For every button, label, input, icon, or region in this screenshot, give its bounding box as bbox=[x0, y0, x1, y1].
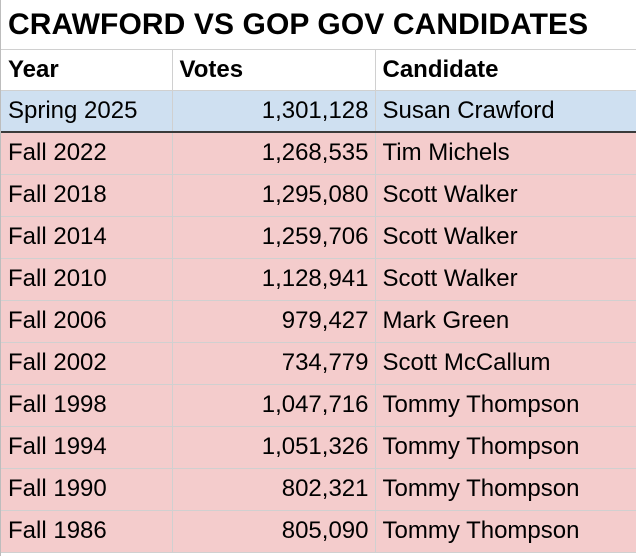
cell-year[interactable]: Fall 2018 bbox=[1, 174, 173, 217]
cell-candidate[interactable]: Tommy Thompson bbox=[375, 384, 636, 427]
cell-votes[interactable]: 1,128,941 bbox=[172, 258, 376, 301]
table-row: Fall 1998 1,047,716 Tommy Thompson bbox=[1, 384, 636, 427]
cell-year[interactable]: Fall 1986 bbox=[1, 510, 173, 553]
header-votes[interactable]: Votes bbox=[172, 50, 376, 91]
cell-votes[interactable]: 1,259,706 bbox=[172, 216, 376, 259]
cell-candidate[interactable]: Scott Walker bbox=[375, 174, 636, 217]
votes-table: Year Votes Candidate Spring 2025 1,301,1… bbox=[1, 50, 636, 553]
cell-year[interactable]: Fall 2006 bbox=[1, 300, 173, 343]
header-year[interactable]: Year bbox=[1, 50, 173, 91]
table-row: Fall 2010 1,128,941 Scott Walker bbox=[1, 258, 636, 301]
table-row: Fall 2018 1,295,080 Scott Walker bbox=[1, 174, 636, 217]
cell-year[interactable]: Fall 1998 bbox=[1, 384, 173, 427]
cell-candidate[interactable]: Tommy Thompson bbox=[375, 510, 636, 553]
table-row: Fall 1990 802,321 Tommy Thompson bbox=[1, 468, 636, 511]
cell-year[interactable]: Fall 2022 bbox=[1, 132, 173, 175]
cell-votes[interactable]: 1,051,326 bbox=[172, 426, 376, 469]
table-row: Fall 2006 979,427 Mark Green bbox=[1, 300, 636, 343]
sheet-title: CRAWFORD VS GOP GOV CANDIDATES bbox=[1, 0, 636, 50]
header-row: Year Votes Candidate bbox=[1, 50, 636, 91]
table-row: Spring 2025 1,301,128 Susan Crawford bbox=[1, 89, 636, 133]
cell-candidate[interactable]: Mark Green bbox=[375, 300, 636, 343]
cell-votes[interactable]: 1,301,128 bbox=[172, 89, 376, 133]
table-row: Fall 1986 805,090 Tommy Thompson bbox=[1, 510, 636, 553]
cell-year[interactable]: Fall 1994 bbox=[1, 426, 173, 469]
table-row: Fall 1994 1,051,326 Tommy Thompson bbox=[1, 426, 636, 469]
cell-year[interactable]: Fall 2014 bbox=[1, 216, 173, 259]
cell-votes[interactable]: 1,268,535 bbox=[172, 132, 376, 175]
table-row: Fall 2002 734,779 Scott McCallum bbox=[1, 342, 636, 385]
cell-candidate[interactable]: Scott Walker bbox=[375, 258, 636, 301]
cell-votes[interactable]: 1,295,080 bbox=[172, 174, 376, 217]
cell-candidate[interactable]: Scott McCallum bbox=[375, 342, 636, 385]
cell-year[interactable]: Fall 1990 bbox=[1, 468, 173, 511]
header-candidate[interactable]: Candidate bbox=[375, 50, 636, 91]
cell-candidate[interactable]: Tommy Thompson bbox=[375, 426, 636, 469]
table-row: Fall 2014 1,259,706 Scott Walker bbox=[1, 216, 636, 259]
cell-votes[interactable]: 979,427 bbox=[172, 300, 376, 343]
cell-candidate[interactable]: Scott Walker bbox=[375, 216, 636, 259]
cell-votes[interactable]: 1,047,716 bbox=[172, 384, 376, 427]
cell-year[interactable]: Fall 2010 bbox=[1, 258, 173, 301]
cell-votes[interactable]: 805,090 bbox=[172, 510, 376, 553]
cell-candidate[interactable]: Susan Crawford bbox=[375, 89, 636, 133]
table-row: Fall 2022 1,268,535 Tim Michels bbox=[1, 132, 636, 175]
cell-year[interactable]: Fall 2002 bbox=[1, 342, 173, 385]
cell-votes[interactable]: 802,321 bbox=[172, 468, 376, 511]
cell-candidate[interactable]: Tommy Thompson bbox=[375, 468, 636, 511]
cell-votes[interactable]: 734,779 bbox=[172, 342, 376, 385]
cell-candidate[interactable]: Tim Michels bbox=[375, 132, 636, 175]
cell-year[interactable]: Spring 2025 bbox=[1, 89, 173, 133]
